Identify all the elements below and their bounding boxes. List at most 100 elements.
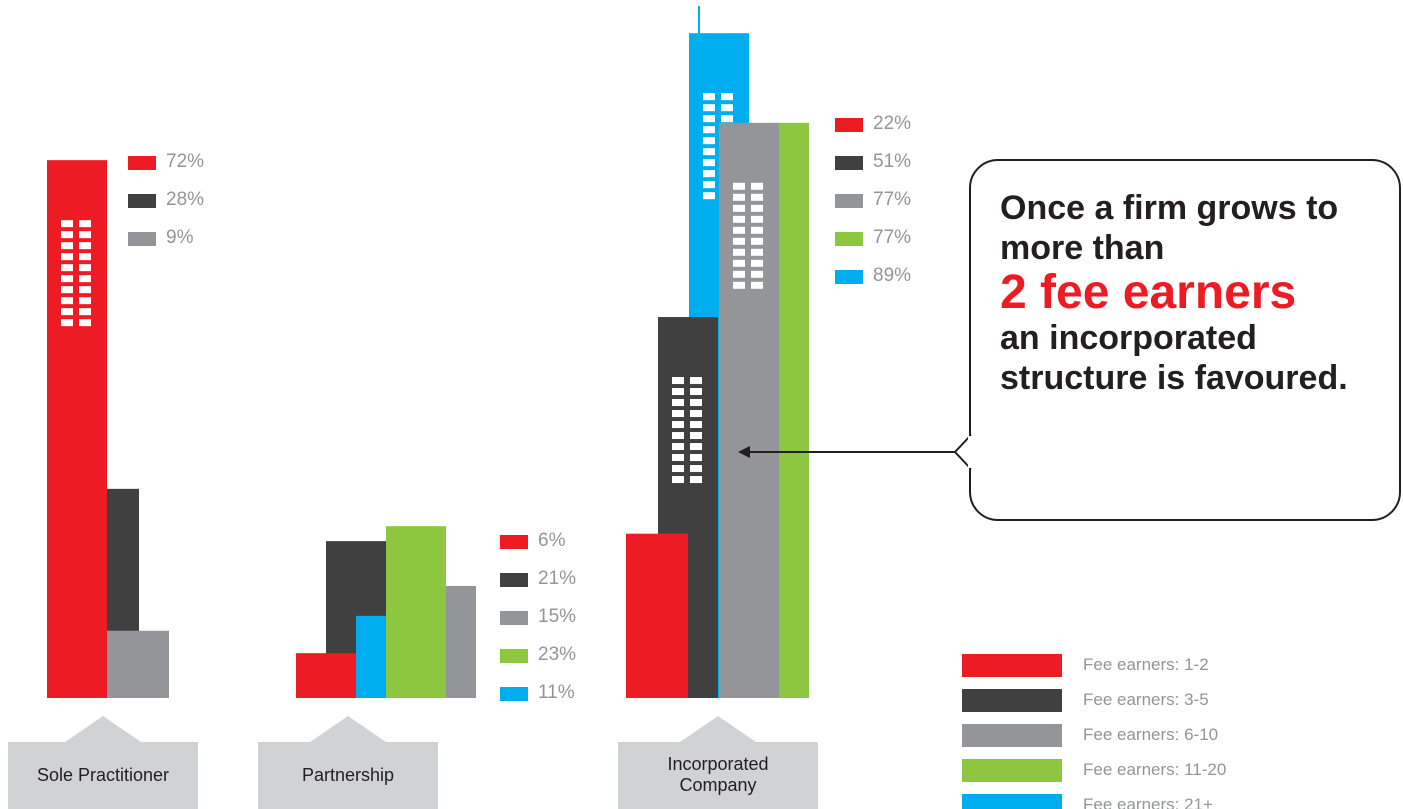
bar [626,533,688,698]
legend-swatch [835,118,863,132]
window [751,259,763,267]
window [751,237,763,245]
window [61,242,73,250]
legend-label: Fee earners: 1-2 [1083,655,1209,674]
legend-swatch [500,535,528,549]
window [61,220,73,228]
window [703,159,715,167]
value-label: 15% [538,606,577,627]
window [733,226,745,234]
window [690,410,702,418]
window [672,443,684,451]
window [733,182,745,190]
value-label: 6% [538,530,566,551]
window [79,242,91,250]
window [751,226,763,234]
value-label: 22% [873,113,912,134]
legend-swatch [500,611,528,625]
window [703,126,715,134]
value-label: 89% [873,265,912,286]
window [690,476,702,484]
window [733,204,745,212]
window [79,253,91,261]
window [672,377,684,385]
window [751,215,763,223]
value-label: 21% [538,568,577,589]
bar [356,615,386,698]
window [61,308,73,316]
window [751,182,763,190]
window [61,319,73,327]
bar [779,122,809,698]
bar [296,653,356,698]
category-label: Partnership [301,764,395,785]
value-label: 77% [873,227,912,248]
window [690,388,702,396]
category-plate [8,716,198,809]
window [690,432,702,440]
window [79,297,91,305]
window [79,231,91,239]
window [79,308,91,316]
window [672,465,684,473]
window [79,264,91,272]
window [721,93,733,101]
bar [386,526,446,698]
window [61,253,73,261]
legend-swatch [835,232,863,246]
window [751,193,763,201]
callout-highlight: 2 fee earners [1000,266,1297,319]
window [61,297,73,305]
window [61,286,73,294]
window [690,421,702,429]
window [703,170,715,178]
window [690,465,702,473]
callout-line: Once a firm grows to more than [1000,189,1339,267]
window [751,281,763,289]
window [703,181,715,189]
window [733,270,745,278]
window [672,454,684,462]
window [79,319,91,327]
callout-box [969,159,1401,521]
window [733,237,745,245]
legend-swatch [835,270,863,284]
legend-swatch [962,724,1062,747]
window [721,115,733,123]
window [733,215,745,223]
value-label: 11% [538,682,575,703]
window [703,148,715,156]
window [672,421,684,429]
category-label: Incorporated Company [667,754,769,795]
window [690,377,702,385]
legend-swatch [500,687,528,701]
legend-swatch [128,194,156,208]
value-label: 77% [873,189,912,210]
window [672,399,684,407]
window [79,275,91,283]
callout-pointer-mask [968,436,974,468]
callout-text: Once a firm grows to more than 2 fee ear… [1000,188,1360,398]
legend-label: Fee earners: 6-10 [1083,725,1219,744]
legend-swatch [962,654,1062,677]
window [751,204,763,212]
arrow-head [738,446,750,458]
legend-swatch [962,689,1062,712]
category-plate [618,716,818,809]
window [79,286,91,294]
window [733,281,745,289]
window [672,476,684,484]
window [703,192,715,200]
callout-line: an incorporated structure is favoured. [1000,319,1348,397]
legend-swatch [962,759,1062,782]
value-label: 9% [166,227,194,248]
window [703,115,715,123]
legend-swatch [500,573,528,587]
window [672,410,684,418]
window [690,399,702,407]
legend-swatch [835,156,863,170]
category-plate [258,716,438,809]
window [61,275,73,283]
